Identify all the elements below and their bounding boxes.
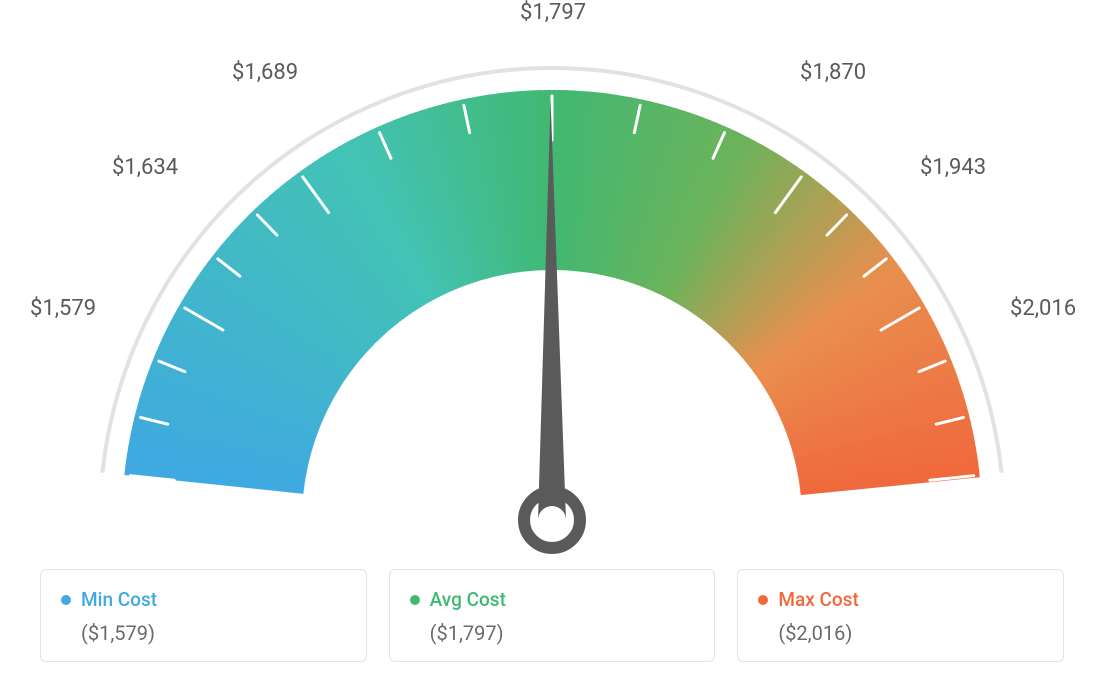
avg-cost-card: Avg Cost ($1,797)	[389, 569, 716, 662]
tick-label-5: $1,943	[920, 155, 986, 180]
max-cost-value: ($2,016)	[778, 621, 1043, 645]
min-cost-title: Min Cost	[81, 588, 157, 611]
tick-label-6: $2,016	[1010, 296, 1076, 321]
avg-cost-value: ($1,797)	[430, 621, 695, 645]
gauge-svg	[32, 20, 1072, 560]
avg-cost-title: Avg Cost	[430, 588, 506, 611]
dot-icon	[61, 595, 71, 605]
tick-label-4: $1,870	[800, 60, 866, 85]
tick-label-2: $1,689	[232, 60, 298, 85]
tick-label-0: $1,579	[30, 296, 96, 321]
dot-icon	[410, 595, 420, 605]
max-cost-card: Max Cost ($2,016)	[737, 569, 1064, 662]
card-head: Avg Cost	[410, 588, 695, 611]
gauge-chart: $1,579 $1,634 $1,689 $1,797 $1,870 $1,94…	[0, 0, 1104, 560]
card-head: Max Cost	[758, 588, 1043, 611]
tick-label-3: $1,797	[520, 0, 586, 25]
tick-label-1: $1,634	[112, 155, 178, 180]
card-head: Min Cost	[61, 588, 346, 611]
summary-cards: Min Cost ($1,579) Avg Cost ($1,797) Max …	[40, 569, 1064, 662]
min-cost-value: ($1,579)	[81, 621, 346, 645]
min-cost-card: Min Cost ($1,579)	[40, 569, 367, 662]
max-cost-title: Max Cost	[778, 588, 858, 611]
dot-icon	[758, 595, 768, 605]
